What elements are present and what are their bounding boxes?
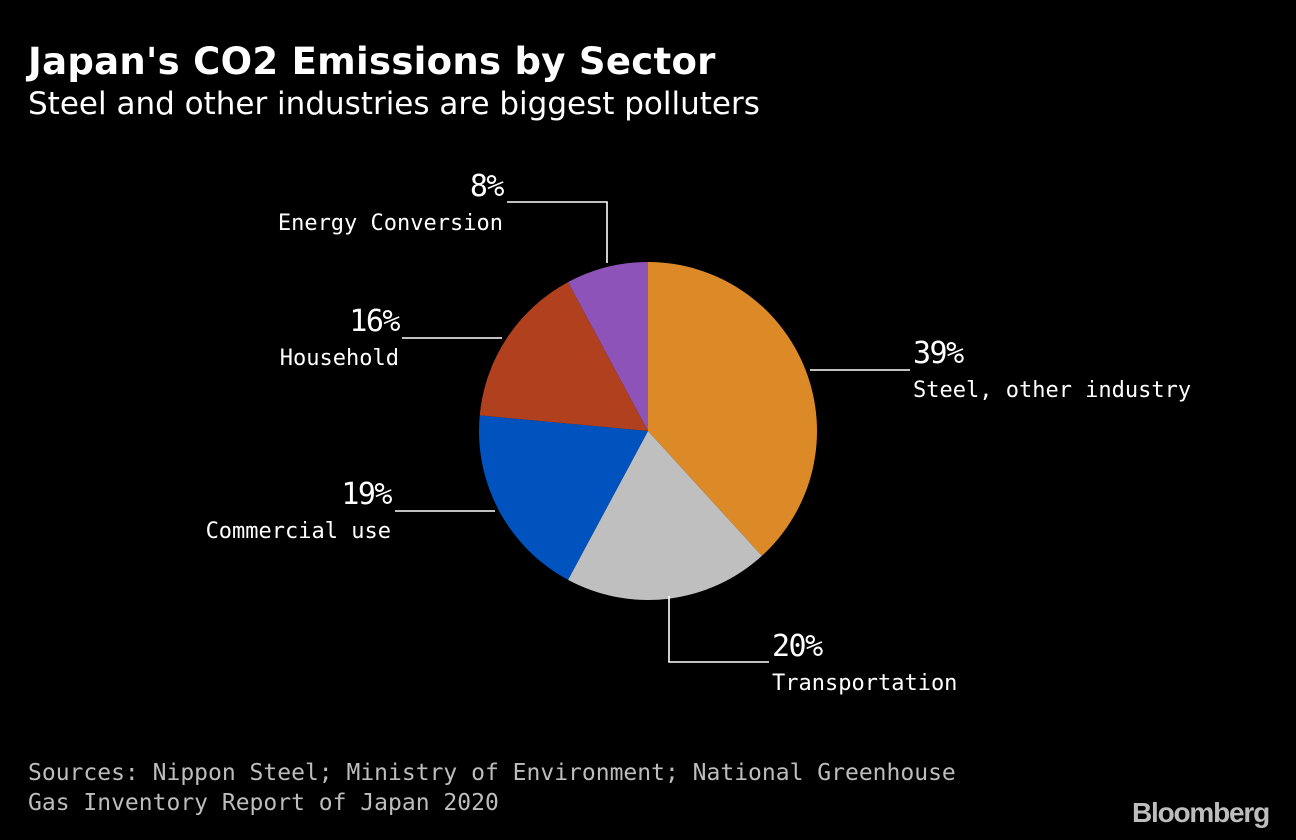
slice-value-label: 39% — [913, 336, 964, 371]
slice-category-label: Commercial use — [206, 519, 391, 544]
pie-slices — [479, 262, 818, 600]
slice-value-label: 19% — [341, 477, 392, 512]
pie-slice-steel-other-industry — [648, 262, 818, 556]
slice-category-label: Steel, other industry — [913, 378, 1191, 403]
slice-value-label: 16% — [349, 304, 400, 339]
bloomberg-logo: Bloomberg — [1132, 797, 1270, 828]
slice-labels: 39% Steel, other industry 20% Transportatio… — [206, 169, 1192, 696]
chart-subtitle: Steel and other industries are biggest p… — [28, 86, 760, 122]
pie-slice-transportation — [568, 431, 762, 600]
pie-slice-commercial-use — [479, 415, 648, 580]
source-note: Sources: Nippon Steel; Ministry of Envir… — [28, 760, 956, 816]
chart-title: Japan's CO2 Emissions by Sector — [28, 40, 716, 83]
pie-slice-household — [479, 282, 648, 431]
slice-category-label: Transportation — [772, 671, 957, 696]
slice-category-label: Energy Conversion — [278, 211, 503, 236]
leader-line-energy-conversion — [507, 201, 608, 263]
slice-category-label: Household — [280, 346, 399, 371]
pie-chart: 39% Steel, other industry 20% Transportatio… — [206, 169, 1192, 696]
pie-slice-energy-conversion — [568, 262, 648, 431]
leader-lines — [395, 201, 910, 663]
slice-value-label: 20% — [772, 629, 823, 664]
leader-line-transportation — [668, 596, 769, 663]
slice-value-label: 8% — [470, 169, 505, 204]
